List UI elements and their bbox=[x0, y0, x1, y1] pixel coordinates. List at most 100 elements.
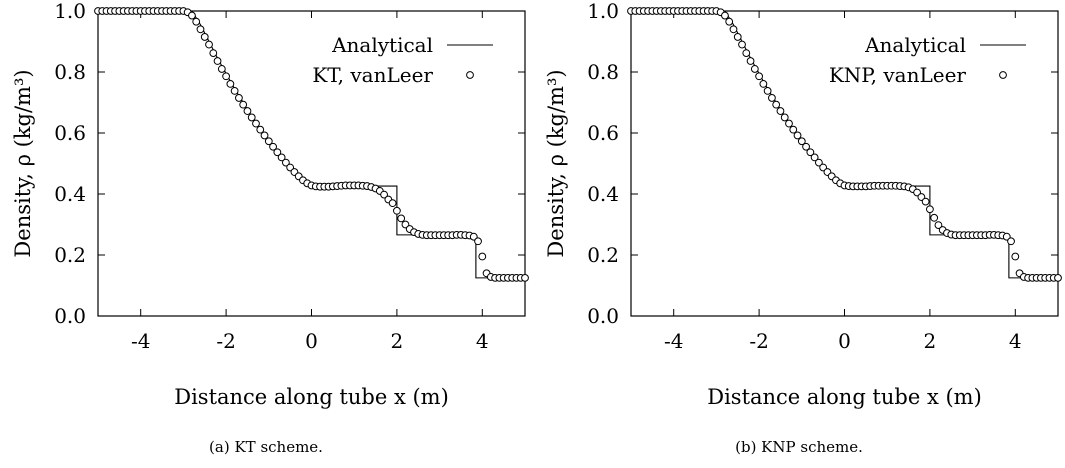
data-point bbox=[934, 221, 943, 230]
data-point bbox=[200, 33, 209, 41]
data-point bbox=[776, 107, 785, 115]
data-point bbox=[1007, 237, 1015, 246]
series-points-group bbox=[94, 7, 529, 282]
x-axis-label: Distance along tube x (m) bbox=[707, 385, 982, 409]
data-point bbox=[802, 142, 810, 151]
x-tick-label: 4 bbox=[476, 329, 489, 353]
data-point bbox=[755, 72, 764, 81]
data-point bbox=[759, 80, 768, 88]
data-point bbox=[1011, 252, 1020, 261]
chart-svg-knp: 0.0 0.2 0.4 0.6 0.8 1.0 -4 -2 0 2 4 Distance along … bbox=[544, 0, 1062, 409]
chart-panel-knp: 0.0 0.2 0.4 0.6 0.8 1.0 -4 -2 0 2 4 Distance along … bbox=[533, 0, 1065, 468]
data-point bbox=[926, 205, 934, 214]
y-tick-label: 0.8 bbox=[54, 60, 86, 84]
y-tick-label: 0.8 bbox=[587, 60, 619, 84]
data-point bbox=[281, 158, 290, 167]
data-point bbox=[226, 80, 235, 88]
y-tick-label: 0.6 bbox=[54, 121, 86, 145]
x-axis-label: Distance along tube x (m) bbox=[174, 385, 449, 409]
data-point bbox=[738, 40, 746, 49]
data-point bbox=[474, 237, 482, 246]
legend-label-analytical: Analytical bbox=[864, 33, 966, 57]
data-point bbox=[797, 137, 806, 146]
data-point bbox=[814, 158, 823, 167]
chart-caption-kt: (a) KT scheme. bbox=[209, 438, 323, 456]
data-point bbox=[478, 252, 487, 261]
data-point bbox=[772, 100, 781, 109]
data-point bbox=[393, 206, 401, 215]
data-point bbox=[921, 197, 930, 206]
y-tick-label: 0.4 bbox=[587, 182, 619, 206]
x-tick-label: 2 bbox=[924, 329, 937, 353]
y-tick-label: 0.0 bbox=[587, 304, 619, 328]
data-point bbox=[729, 25, 738, 34]
chart-panel-kt: 0.0 0.2 0.4 0.6 0.8 1.0 -4 -2 0 2 4 Distance along … bbox=[0, 0, 532, 468]
x-tick-label: 0 bbox=[838, 329, 851, 353]
data-point bbox=[205, 40, 213, 49]
data-point bbox=[930, 213, 939, 222]
x-tick-label: 0 bbox=[305, 329, 318, 353]
series-points-group bbox=[627, 7, 1062, 282]
y-tick-label: 1.0 bbox=[54, 0, 86, 23]
y-tick-label: 0.2 bbox=[54, 243, 86, 267]
data-point bbox=[810, 153, 819, 162]
data-point bbox=[209, 49, 218, 57]
y-tick-label: 0.6 bbox=[587, 121, 619, 145]
plot-frame bbox=[630, 10, 1059, 317]
data-point bbox=[273, 148, 282, 157]
data-point bbox=[217, 65, 226, 73]
data-point bbox=[247, 113, 256, 122]
data-point bbox=[397, 214, 406, 223]
legend-label-scheme: KNP, vanLeer bbox=[829, 63, 967, 87]
chart-svg-kt: 0.0 0.2 0.4 0.6 0.8 1.0 -4 -2 0 2 4 Distance along … bbox=[11, 0, 529, 409]
data-point bbox=[793, 131, 802, 140]
x-tick-label: -2 bbox=[216, 329, 235, 353]
data-point bbox=[780, 113, 789, 122]
data-point bbox=[235, 94, 243, 102]
data-point bbox=[742, 49, 751, 57]
data-point bbox=[380, 190, 388, 199]
data-point bbox=[388, 199, 397, 208]
legend-swatch-circle bbox=[466, 71, 474, 79]
y-tick-label: 0.4 bbox=[54, 182, 86, 206]
data-point bbox=[243, 107, 252, 115]
chart-caption-knp: (b) KNP scheme. bbox=[735, 438, 863, 456]
data-point bbox=[768, 94, 776, 102]
y-axis-label: Density, ρ (kg/m³) bbox=[11, 69, 35, 257]
data-point bbox=[746, 57, 755, 65]
legend-label-analytical: Analytical bbox=[331, 33, 433, 57]
data-point bbox=[277, 153, 286, 162]
data-point bbox=[750, 65, 759, 73]
x-tick-label: -4 bbox=[131, 329, 150, 353]
y-tick-label: 0.2 bbox=[587, 243, 619, 267]
data-point bbox=[213, 57, 222, 65]
x-tick-label: 4 bbox=[1009, 329, 1022, 353]
y-axis-label: Density, ρ (kg/m³) bbox=[544, 69, 568, 257]
legend-swatch-circle bbox=[999, 71, 1007, 79]
data-point bbox=[725, 17, 734, 26]
x-tick-label: -4 bbox=[664, 329, 683, 353]
data-point bbox=[521, 273, 529, 282]
data-point bbox=[721, 11, 729, 20]
plot-frame bbox=[97, 10, 526, 317]
data-point bbox=[789, 125, 798, 134]
data-point bbox=[188, 11, 196, 20]
x-tick-label: -2 bbox=[749, 329, 768, 353]
data-point bbox=[196, 25, 205, 34]
data-point bbox=[260, 131, 269, 140]
data-point bbox=[763, 87, 772, 95]
data-point bbox=[733, 33, 742, 41]
x-tick-label: 2 bbox=[391, 329, 404, 353]
data-point bbox=[256, 125, 265, 134]
data-point bbox=[230, 87, 239, 95]
y-tick-label: 1.0 bbox=[587, 0, 619, 23]
y-tick-label: 0.0 bbox=[54, 304, 86, 328]
legend-label-scheme: KT, vanLeer bbox=[312, 63, 433, 87]
data-point bbox=[1054, 273, 1062, 282]
data-point bbox=[252, 119, 260, 128]
data-point bbox=[192, 17, 201, 26]
data-point bbox=[785, 119, 793, 128]
data-point bbox=[269, 142, 277, 151]
data-point bbox=[222, 72, 231, 81]
data-point bbox=[806, 148, 815, 157]
